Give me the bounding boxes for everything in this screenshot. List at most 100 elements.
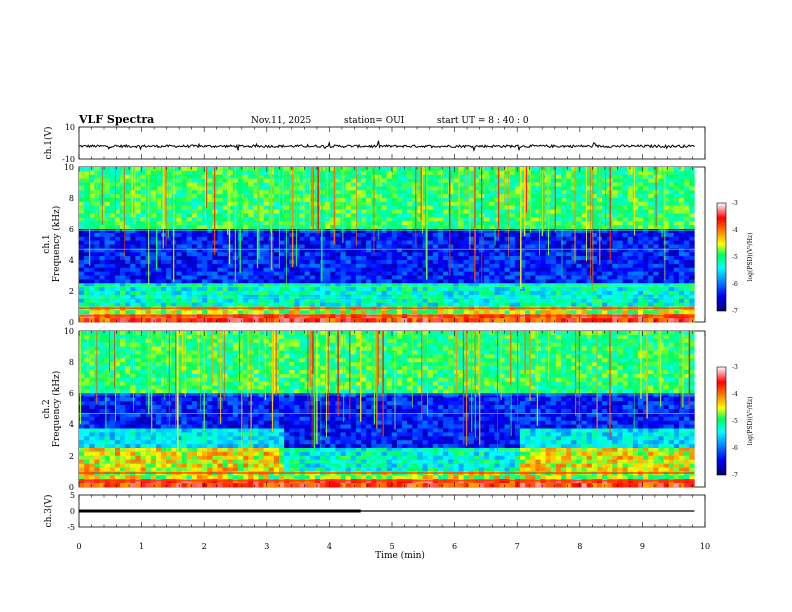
spectrogram-cell (566, 298, 572, 303)
spectrogram-cell (248, 283, 254, 288)
spectrogram-cell (402, 244, 408, 249)
spectrogram-cell (550, 318, 557, 323)
spectrogram-cell (561, 236, 567, 241)
spectrogram-cell (186, 279, 193, 284)
spectrogram-cell (176, 205, 182, 210)
spectrogram-cell (555, 310, 562, 315)
spectrogram-cell (499, 256, 505, 261)
spectrogram-cell (489, 248, 495, 253)
spectrogram-cell (422, 240, 428, 245)
spectrogram-cell (581, 170, 587, 176)
spectrogram-cell (632, 271, 639, 276)
spectrogram-cell (396, 267, 403, 272)
spectrogram-cell (540, 260, 546, 265)
spectrogram-cell (514, 201, 521, 207)
station-label: station= OUI (344, 116, 405, 126)
spectrogram-cell (258, 271, 264, 276)
spectrogram-cell (617, 221, 623, 226)
spectrogram-cell (186, 209, 193, 214)
spectrogram-cell (248, 232, 254, 238)
spectrogram-cell (494, 298, 500, 303)
spectrogram-cell (340, 263, 346, 269)
spectrogram-cell (176, 271, 182, 276)
spectrogram-cell (366, 318, 372, 323)
spectrogram-cell (294, 271, 300, 276)
spectrogram-cell (273, 252, 280, 257)
spectrogram-cell (222, 240, 229, 245)
spectrogram-cell (499, 174, 505, 179)
spectrogram-cell (114, 217, 121, 222)
spectrogram-cell (658, 201, 664, 207)
spectrogram-cell (289, 279, 295, 284)
spectrogram-cell (299, 209, 305, 214)
spectrogram-cell (350, 225, 357, 230)
spectrogram-cell (135, 217, 141, 222)
spectrogram-cell (176, 236, 182, 241)
spectrogram-cell (689, 271, 695, 276)
spectrogram-cell (386, 244, 393, 249)
spectrogram-cell (412, 267, 418, 272)
spectrogram-cell (663, 178, 670, 183)
spectrogram-cell (453, 267, 459, 272)
spectrogram-cell (109, 213, 116, 218)
spectrogram-cell (607, 271, 613, 276)
spectrogram-cell (299, 213, 305, 218)
spectrogram-cell (602, 302, 608, 307)
spectrogram-cell (520, 298, 526, 303)
spectrogram-cell (299, 283, 305, 288)
spectrogram-cell (345, 310, 352, 315)
spectrogram-cell (555, 271, 562, 276)
spectrogram-cell (84, 444, 90, 449)
spectrogram-cell (304, 252, 311, 257)
spectrogram-cell (581, 275, 587, 280)
spectrogram-cell (407, 236, 413, 241)
spectrogram-cell (437, 232, 444, 238)
spectrogram-cell (304, 260, 311, 265)
spectrogram-cell (530, 275, 536, 280)
spectrogram-cell (627, 174, 634, 179)
spectrogram-cell (520, 263, 526, 269)
spectrogram-cell (79, 381, 85, 386)
spectrogram-cell (243, 310, 249, 315)
spectrogram-cell (207, 205, 213, 210)
spectrogram-cell (504, 291, 511, 296)
spectrogram-cell (437, 229, 444, 234)
spectrogram-cell (391, 318, 398, 323)
spectrogram-cell (427, 260, 434, 265)
spectrogram-cell (361, 267, 367, 272)
spectrogram-cell (407, 190, 413, 195)
spectrogram-cell (458, 318, 464, 323)
spectrogram-cell (314, 263, 321, 269)
spectrogram-cell (422, 174, 428, 179)
spectrogram-cell (432, 275, 439, 280)
spectrogram-cell (150, 182, 157, 187)
spectrogram-cell (345, 252, 352, 257)
spectrogram-cell (612, 318, 618, 323)
spectrogram-cell (668, 217, 675, 222)
spectrogram-cell (289, 302, 295, 307)
spectrogram-cell (622, 198, 628, 203)
spectrogram-cell (381, 190, 387, 195)
spectrogram-cell (340, 256, 346, 261)
spectrogram-cell (648, 318, 654, 323)
spectrogram-cell (109, 318, 116, 323)
spectrogram-cell (176, 263, 182, 269)
spectrogram-cell (576, 174, 582, 179)
spectrogram-cell (591, 174, 598, 179)
spectrogram-cell (396, 318, 403, 323)
spectrogram-cell (253, 170, 259, 176)
spectrogram-cell (366, 236, 372, 241)
spectrogram-cell (79, 451, 85, 457)
spectrogram-cell (304, 221, 311, 226)
spectrogram-cell (243, 229, 249, 234)
spectrogram-cell (258, 232, 264, 238)
spectrogram-cell (489, 178, 495, 183)
spectrogram-cell (202, 267, 208, 272)
spectrogram-cell (412, 283, 418, 288)
spectrogram-cell (458, 213, 464, 218)
spectrogram-cell (253, 283, 259, 288)
spectrogram-cell (658, 252, 664, 257)
spectrogram-cell (309, 267, 316, 272)
spectrogram-cell (463, 271, 470, 276)
spectrogram-cell (678, 318, 685, 323)
